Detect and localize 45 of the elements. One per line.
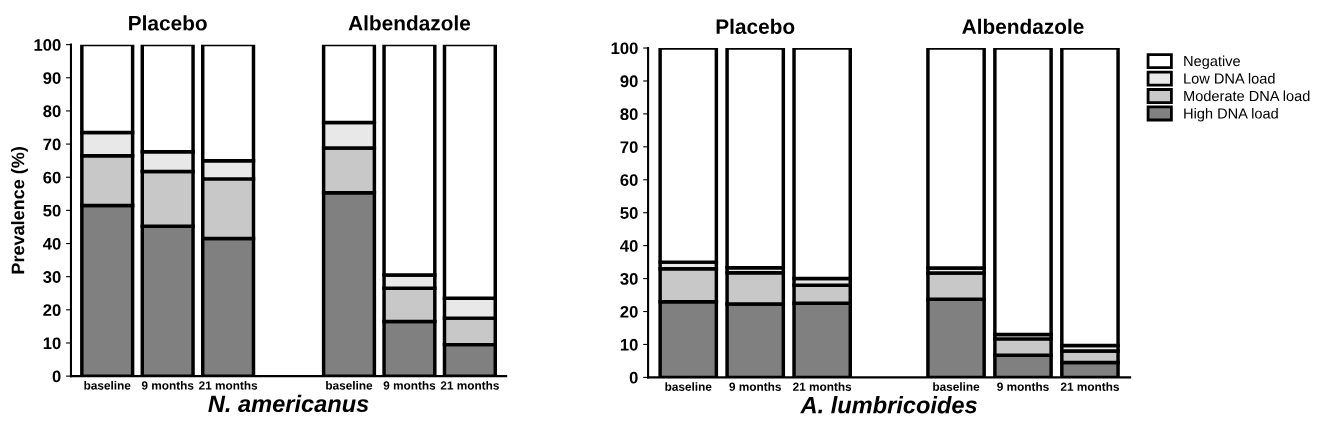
y-tick-label: 100 [34, 39, 61, 51]
y-tick-label: 60 [620, 174, 638, 186]
y-tick-label: 90 [43, 72, 61, 84]
x-axis-title: N. americanus [208, 394, 369, 413]
y-tick-label: 50 [43, 204, 61, 217]
y-tick-label: 10 [43, 337, 61, 350]
legend-label: High DNA load [1184, 107, 1278, 122]
y-tick-label: 30 [43, 271, 61, 283]
text: Albendazole [348, 15, 471, 31]
y-tick-label: 70 [43, 138, 61, 151]
y-tick-label: 40 [620, 240, 638, 252]
legend-label: Moderate DNA load [1184, 90, 1310, 102]
y-tick-label: 90 [620, 75, 638, 88]
legend-label: Negative [1184, 55, 1240, 70]
x-tick-label: 9 months [729, 382, 781, 391]
legend-label: Low DNA load [1184, 72, 1275, 84]
x-tick-label: 21 months [793, 382, 852, 391]
y-tick-label: 20 [620, 305, 638, 318]
x-tick-label: baseline [326, 380, 373, 390]
x-tick-label: 9 months [997, 382, 1049, 391]
y-tick-label: 50 [620, 207, 638, 219]
y-tick-label: 30 [620, 272, 638, 285]
y-tick-label: 80 [43, 105, 61, 118]
y-tick-label: 80 [620, 108, 638, 121]
text: Placebo [129, 15, 207, 31]
y-tick-label: 60 [43, 171, 61, 184]
y-tick-label: 100 [611, 42, 638, 55]
x-tick-label: 21 months [1060, 382, 1119, 391]
y-tick-label: 10 [620, 338, 638, 351]
y-tick-label: 0 [629, 371, 638, 384]
x-tick-label: 21 months [199, 380, 258, 390]
x-tick-label: 21 months [440, 380, 499, 390]
y-tick-label: 70 [620, 141, 638, 154]
y-tick-label: 0 [52, 370, 61, 383]
text: Albendazole [962, 18, 1084, 35]
x-tick-label: baseline [933, 382, 980, 391]
x-tick-label: 9 months [141, 380, 194, 390]
y-axis-title: Prevalence (%) [11, 147, 28, 274]
y-tick-label: 40 [42, 237, 61, 250]
x-tick-label: 9 months [383, 380, 436, 390]
x-tick-label: baseline [665, 382, 712, 391]
text: Placebo [716, 18, 795, 35]
y-tick-label: 20 [43, 304, 61, 317]
x-tick-label: baseline [84, 380, 131, 390]
x-axis-title: A. lumbricoides [800, 396, 977, 414]
